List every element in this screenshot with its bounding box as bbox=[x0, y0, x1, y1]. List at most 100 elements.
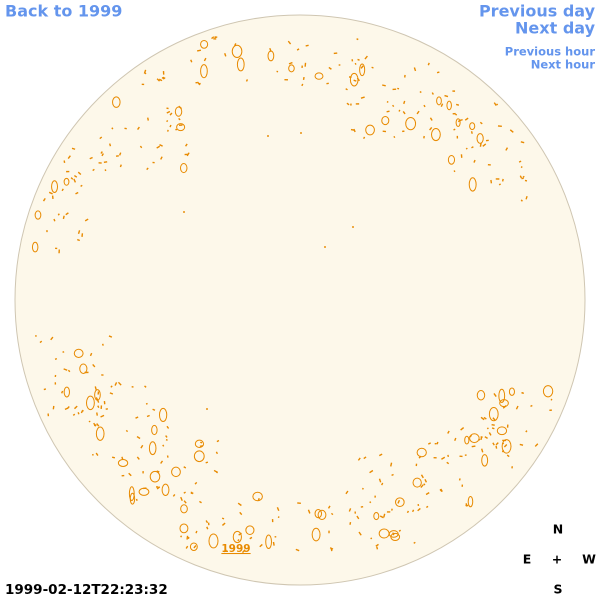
contour bbox=[252, 491, 263, 502]
contour bbox=[114, 382, 118, 386]
contour bbox=[79, 363, 88, 374]
contour bbox=[479, 121, 483, 125]
contour bbox=[495, 445, 498, 449]
contour bbox=[152, 408, 156, 411]
contour bbox=[383, 513, 386, 518]
contour bbox=[518, 160, 522, 163]
contour bbox=[166, 119, 169, 123]
contour bbox=[195, 530, 198, 534]
contour bbox=[169, 112, 173, 116]
contour bbox=[70, 177, 74, 180]
contour bbox=[194, 481, 198, 485]
contour bbox=[424, 478, 428, 483]
contour bbox=[314, 509, 323, 519]
previous-day-link[interactable]: Previous day bbox=[479, 2, 596, 21]
contour bbox=[140, 444, 144, 449]
contour bbox=[379, 515, 384, 519]
contour bbox=[231, 44, 243, 59]
contour bbox=[67, 369, 71, 373]
contour bbox=[378, 478, 382, 483]
contour bbox=[405, 117, 417, 131]
contour bbox=[180, 504, 188, 514]
magnetic-contours bbox=[31, 36, 554, 554]
contour bbox=[476, 133, 484, 144]
contour bbox=[348, 508, 352, 512]
contour bbox=[530, 404, 533, 408]
contour bbox=[117, 381, 122, 386]
contour bbox=[162, 444, 165, 447]
contour bbox=[57, 213, 60, 216]
contour bbox=[388, 530, 399, 538]
contour bbox=[136, 435, 141, 440]
contour bbox=[101, 343, 104, 346]
contour bbox=[51, 180, 59, 193]
contour bbox=[427, 62, 430, 66]
contour bbox=[77, 238, 81, 242]
contour bbox=[505, 147, 509, 151]
contour bbox=[314, 72, 324, 80]
contour bbox=[491, 427, 495, 430]
contour bbox=[165, 435, 168, 438]
contour bbox=[446, 100, 452, 111]
contour bbox=[346, 102, 350, 106]
contour bbox=[522, 175, 525, 178]
contour bbox=[455, 113, 458, 116]
contour bbox=[172, 493, 176, 497]
contour bbox=[416, 110, 420, 115]
contour bbox=[72, 413, 76, 416]
compass-south: S bbox=[553, 582, 562, 597]
contour bbox=[397, 499, 401, 504]
contour bbox=[413, 67, 417, 72]
contour bbox=[353, 79, 357, 82]
contour bbox=[458, 478, 461, 481]
contour bbox=[349, 522, 352, 525]
contour bbox=[203, 57, 207, 62]
contour bbox=[390, 462, 393, 467]
contour bbox=[492, 417, 496, 421]
compass-north: N bbox=[553, 522, 563, 537]
contour bbox=[467, 495, 474, 508]
contour bbox=[357, 457, 361, 461]
contour bbox=[501, 439, 512, 454]
contour bbox=[156, 470, 160, 473]
contour bbox=[99, 136, 103, 140]
contour bbox=[488, 406, 499, 422]
contour bbox=[184, 143, 188, 147]
contour bbox=[436, 441, 439, 445]
contour bbox=[276, 507, 280, 512]
contour bbox=[398, 529, 402, 532]
contour bbox=[498, 183, 502, 186]
contour bbox=[444, 94, 449, 98]
contour bbox=[178, 105, 183, 110]
contour bbox=[241, 549, 246, 554]
contour bbox=[194, 439, 205, 448]
contour bbox=[200, 441, 203, 444]
contour bbox=[356, 38, 359, 41]
contour bbox=[471, 445, 476, 448]
contour bbox=[493, 393, 497, 397]
contour bbox=[425, 492, 430, 496]
contour bbox=[100, 414, 105, 418]
contour bbox=[350, 128, 355, 131]
next-day-link[interactable]: Next day bbox=[515, 19, 596, 38]
contour bbox=[85, 395, 95, 411]
back-link[interactable]: Back to 1999 bbox=[5, 2, 122, 21]
contour bbox=[420, 484, 424, 488]
contour bbox=[506, 454, 510, 458]
contour bbox=[71, 147, 76, 150]
contour bbox=[295, 548, 300, 552]
contour bbox=[171, 466, 181, 478]
next-hour-link[interactable]: Next hour bbox=[531, 58, 596, 72]
contour bbox=[39, 340, 43, 344]
contour bbox=[237, 539, 240, 542]
previous-hour-link[interactable]: Previous hour bbox=[505, 45, 596, 59]
contour bbox=[492, 442, 495, 446]
contour bbox=[60, 390, 64, 394]
contour bbox=[465, 147, 468, 150]
contour bbox=[349, 72, 359, 87]
contour bbox=[398, 109, 401, 112]
contour bbox=[88, 420, 91, 423]
contour bbox=[196, 49, 202, 52]
contour bbox=[190, 59, 193, 63]
year-link[interactable]: 1999 bbox=[221, 543, 250, 555]
